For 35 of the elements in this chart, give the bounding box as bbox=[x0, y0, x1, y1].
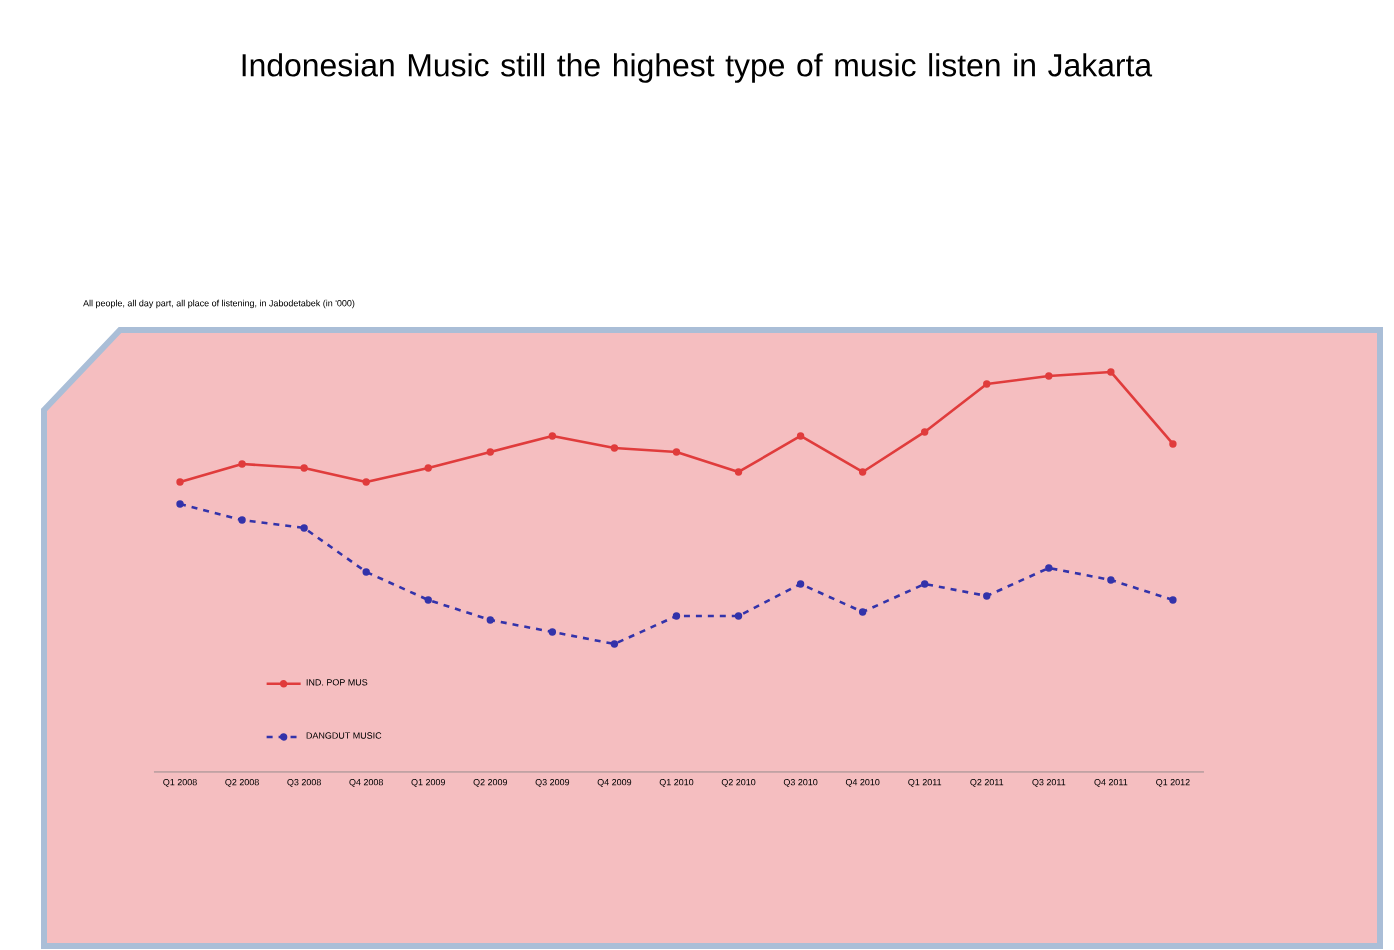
point bbox=[796, 580, 805, 588]
point bbox=[486, 616, 494, 624]
point bbox=[610, 444, 619, 452]
point bbox=[1045, 372, 1053, 380]
point bbox=[238, 460, 246, 468]
point bbox=[672, 448, 681, 456]
point bbox=[983, 592, 991, 600]
point bbox=[176, 500, 184, 508]
point bbox=[486, 448, 494, 456]
point bbox=[1169, 596, 1177, 604]
chart-title: Indonesian Music still the highest type of music listen in Jakarta bbox=[242, 53, 1153, 83]
point bbox=[796, 432, 805, 440]
point bbox=[176, 478, 184, 486]
point bbox=[1107, 368, 1115, 376]
point bbox=[300, 464, 308, 472]
point bbox=[424, 464, 432, 472]
point bbox=[734, 612, 743, 620]
point bbox=[921, 580, 929, 588]
point bbox=[1045, 564, 1053, 572]
point bbox=[362, 568, 370, 576]
point bbox=[548, 628, 557, 636]
point bbox=[672, 612, 681, 620]
point bbox=[300, 524, 308, 532]
point bbox=[734, 468, 743, 476]
point bbox=[858, 468, 867, 476]
point bbox=[921, 428, 929, 436]
point bbox=[548, 432, 557, 440]
point bbox=[238, 516, 246, 524]
point bbox=[1169, 440, 1177, 448]
point bbox=[1107, 576, 1115, 584]
point bbox=[983, 380, 991, 388]
point bbox=[362, 478, 370, 486]
point bbox=[424, 596, 432, 604]
point bbox=[858, 608, 867, 616]
point bbox=[610, 640, 619, 648]
